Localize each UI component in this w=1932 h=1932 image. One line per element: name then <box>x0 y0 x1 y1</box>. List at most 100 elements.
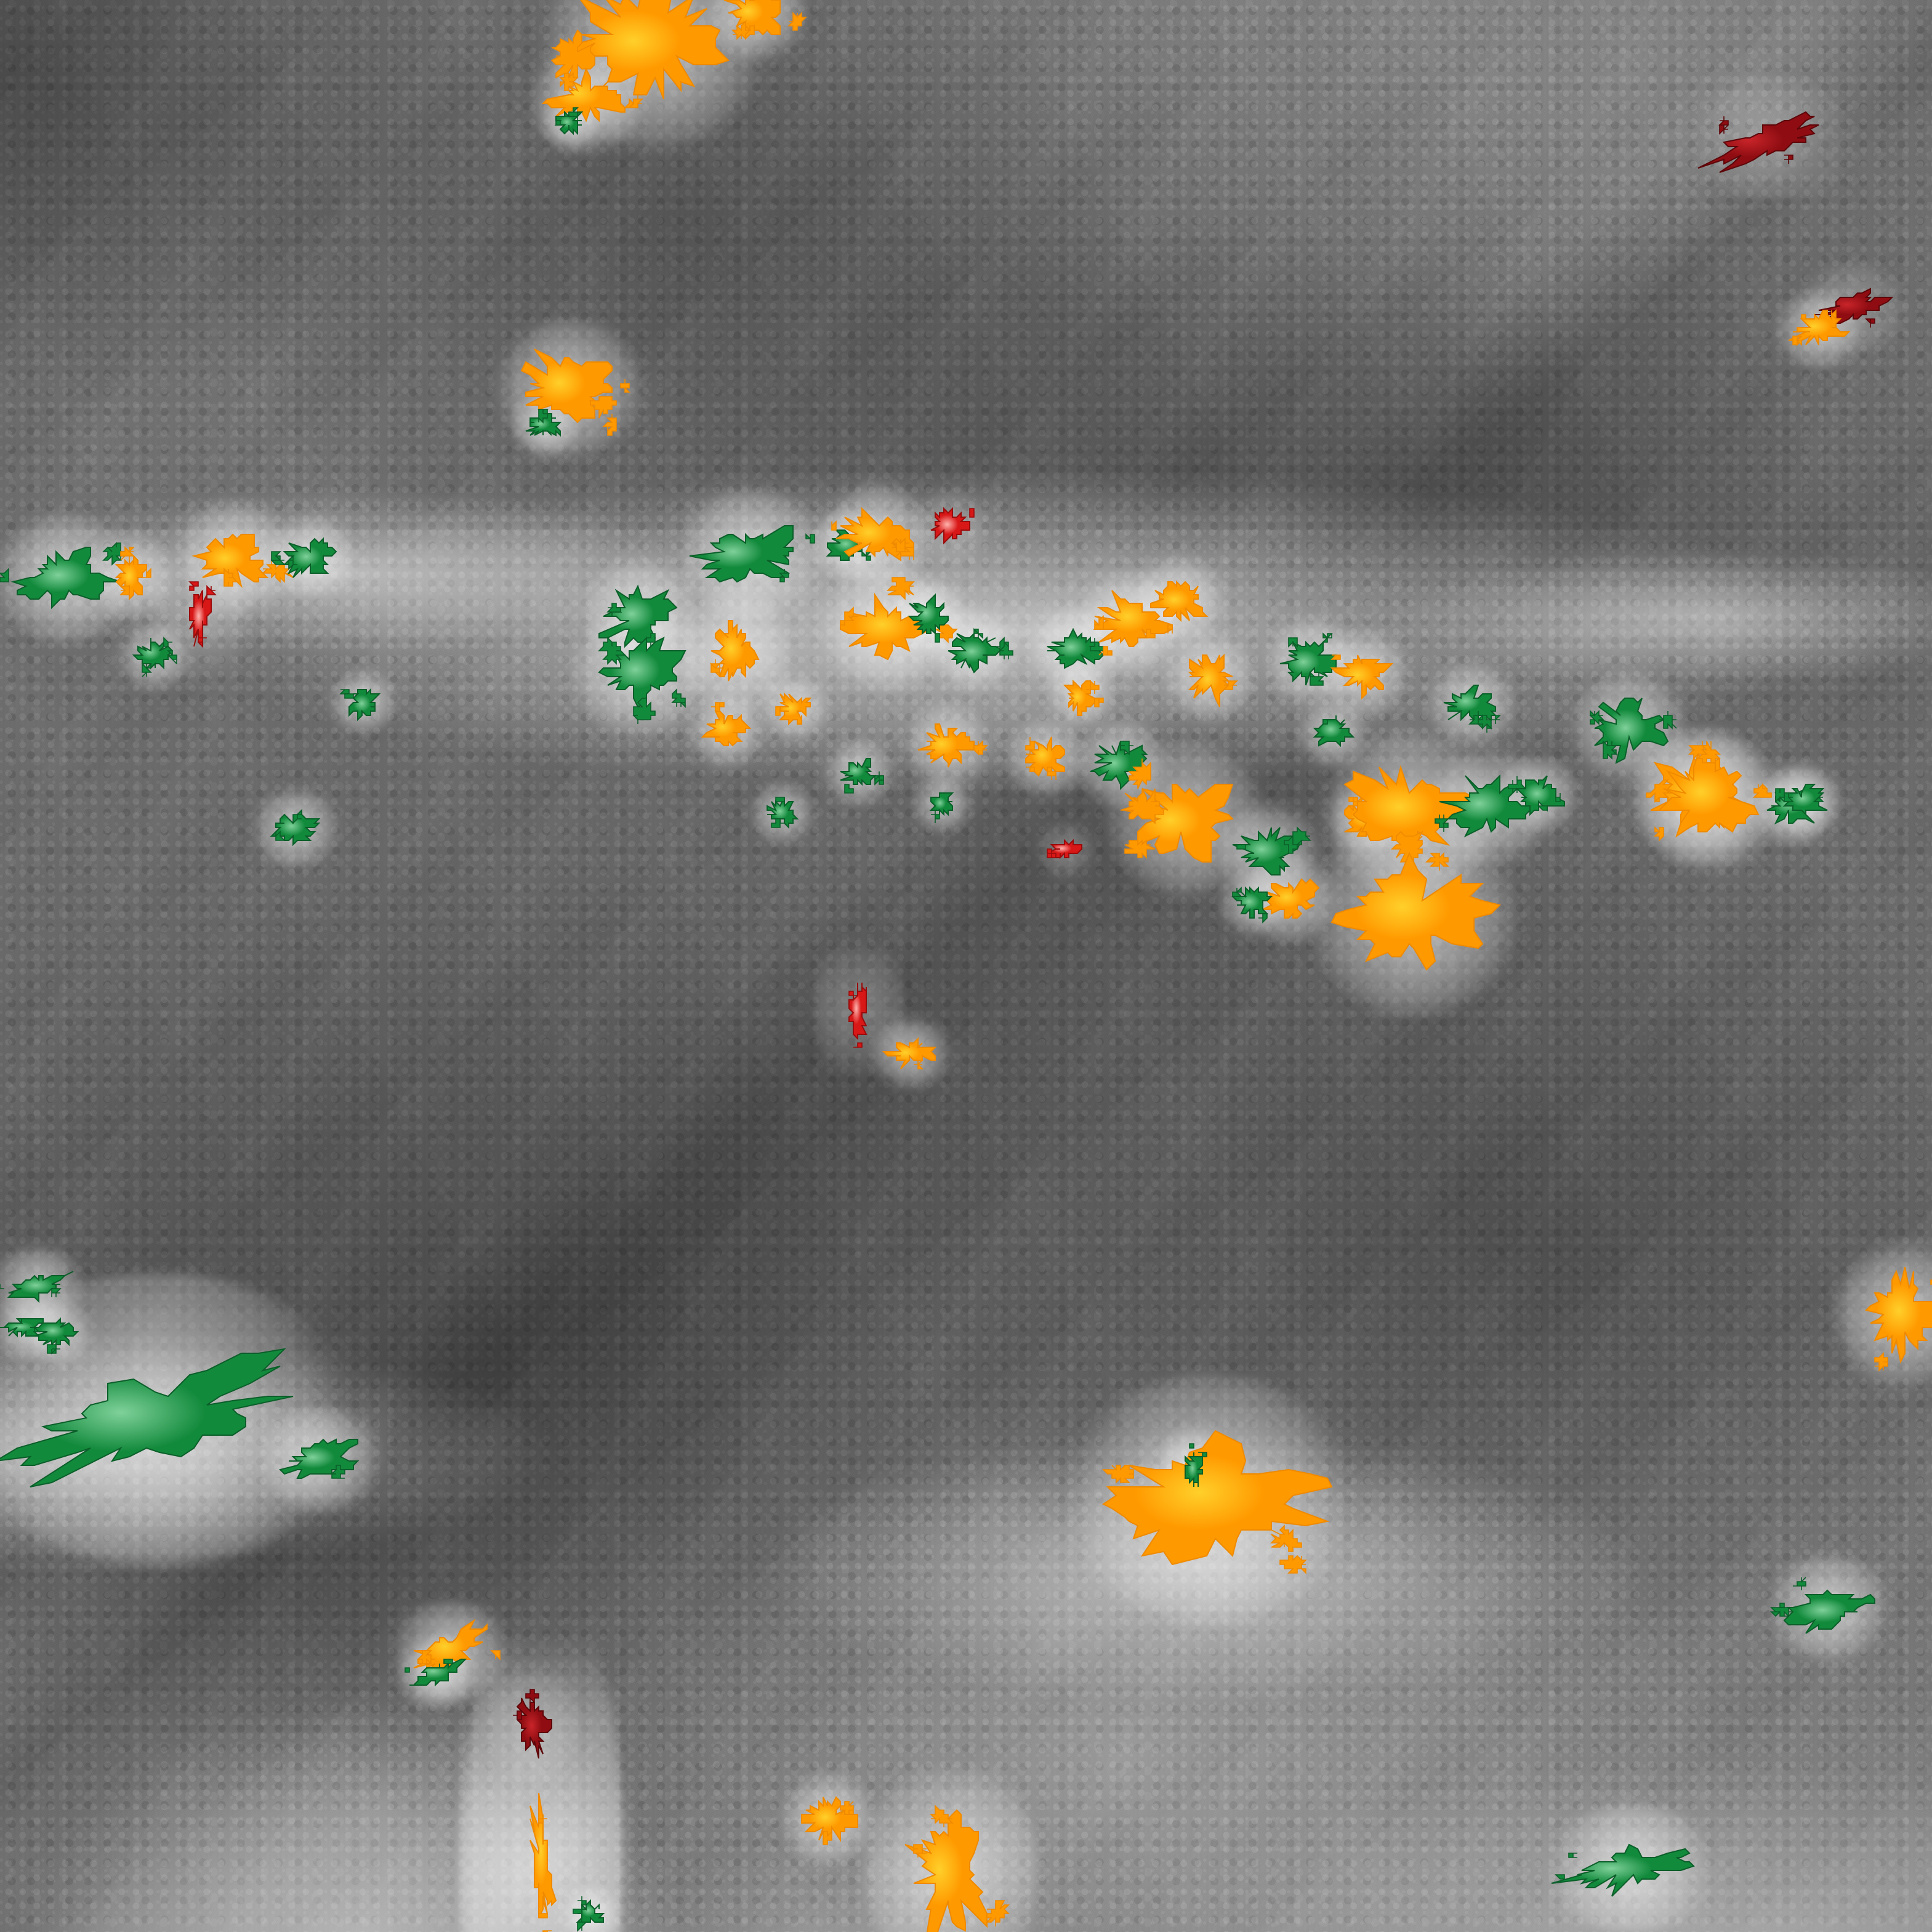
convective-cell-orange <box>1657 753 1760 838</box>
convective-cell-orange <box>904 1809 988 1932</box>
convective-cell-fragment-orange <box>840 606 858 626</box>
convective-cell-green <box>1232 827 1303 875</box>
convective-cell-green <box>132 638 174 670</box>
convective-cell-orange <box>1865 1266 1932 1364</box>
convective-cell-orange <box>413 1619 488 1678</box>
convective-cell-fragment-green <box>1120 741 1133 755</box>
convective-cell-fragment-orange <box>590 396 617 419</box>
convective-cell-green <box>929 792 954 816</box>
convective-cell-fragment-green <box>1770 1607 1793 1617</box>
convective-cell-fragment-orange <box>1753 783 1772 798</box>
convective-cell-green <box>348 688 381 722</box>
convective-cell-fragment-red <box>853 1042 863 1048</box>
convective-cell-fragment-green <box>51 1288 62 1297</box>
convective-cell-fragment-orange <box>1120 788 1164 824</box>
convective-cell-green <box>283 537 337 578</box>
convective-cell-fragment-orange <box>1330 654 1341 660</box>
convective-cell-fragment-orange <box>1128 759 1151 789</box>
convective-cell-fragment-green <box>1322 719 1332 725</box>
convective-cell-fragment-green <box>1478 715 1492 733</box>
convective-cell-fragment-darkred <box>1784 155 1793 164</box>
convective-cell-green <box>409 1659 467 1687</box>
convective-cell-green <box>525 413 562 437</box>
convective-cell-fragment-green <box>0 568 9 582</box>
convective-cell-green <box>279 1438 360 1479</box>
convective-cell-fragment-green <box>1603 740 1617 760</box>
convective-cell-fragment-green <box>1322 632 1333 643</box>
convective-cell-fragment-green <box>1589 710 1604 725</box>
convective-cell-green <box>908 593 949 635</box>
convective-cell-fragment-green <box>1659 711 1677 730</box>
convective-cell-fragment-green <box>874 771 884 781</box>
convective-cell-fragment-green <box>1435 815 1449 832</box>
convective-cell-fragment-orange <box>1279 1555 1307 1574</box>
convective-cell-fragment-green <box>1568 1853 1577 1858</box>
convective-cell-red <box>930 507 970 545</box>
convective-cell-orange <box>115 554 147 601</box>
convective-cell-fragment-orange <box>1025 737 1035 754</box>
convective-cell-fragment-orange <box>986 1900 1010 1926</box>
convective-cell-fragment-green <box>1189 1443 1194 1449</box>
convective-cell-green <box>948 632 1005 674</box>
convective-cell-fragment-orange <box>1124 839 1156 859</box>
convective-cell-fragment-orange <box>1425 852 1449 871</box>
convective-cell-fragment-orange <box>1098 646 1113 656</box>
convective-cell-orange <box>1188 653 1233 707</box>
convective-cell-fragment-green <box>443 1659 453 1664</box>
convective-cell-fragment-green <box>142 662 152 677</box>
convective-cell-fragment-darkred <box>1865 318 1875 328</box>
convective-cell-fragment-orange <box>624 95 643 108</box>
convective-cell-fragment-orange <box>711 702 725 712</box>
convective-cell-orange <box>701 710 752 747</box>
convective-cell-green <box>7 1271 74 1303</box>
convective-cell-fragment-green <box>646 633 656 646</box>
convective-cell-orange <box>882 1037 937 1069</box>
convective-cell-fragment-orange <box>1094 698 1104 707</box>
convective-cell-green <box>1783 1589 1875 1634</box>
convective-cell-fragment-green <box>577 1918 587 1932</box>
convective-cell-orange <box>1025 736 1065 778</box>
convective-cell-green <box>1439 774 1536 838</box>
convective-cell-fragment-orange <box>119 586 130 595</box>
convective-cell-orange <box>801 1796 858 1843</box>
convective-cell-fragment-green <box>598 637 626 665</box>
convective-cell-orange <box>191 533 269 589</box>
convective-cell-fragment-orange <box>1086 680 1100 694</box>
convective-cell-fragment-green <box>1198 1452 1207 1457</box>
convective-cell-fragment-green <box>861 550 872 561</box>
convective-cell-orange <box>1262 878 1320 919</box>
convective-cell-fragment-red <box>206 585 217 595</box>
convective-cell-fragment-orange <box>602 414 617 436</box>
convective-cell-fragment-darkred <box>513 1710 526 1720</box>
convective-cell-fragment-orange <box>973 740 988 755</box>
convective-cell-fragment-orange <box>891 537 911 557</box>
convective-cell-green <box>689 525 794 583</box>
convective-cell-fragment-orange <box>1146 629 1156 638</box>
convective-cell-fragment-green <box>565 107 579 117</box>
convective-cell-fragment-orange <box>930 1805 954 1827</box>
convective-cell-fragment-orange <box>1094 615 1104 630</box>
convective-cell-fragment-green <box>0 1284 4 1289</box>
convective-cell-green <box>1313 715 1355 747</box>
convective-cell-fragment-orange <box>914 1060 924 1069</box>
convective-cell-fragment-orange <box>1697 741 1721 763</box>
convective-cell-fragment-green <box>935 633 940 643</box>
convective-cell-fragment-darkred <box>525 1689 539 1704</box>
convective-cell-fragment-orange <box>887 577 915 600</box>
convective-cell-fragment-green <box>1288 637 1298 648</box>
convective-cell-green <box>1231 886 1273 919</box>
convective-cell-fragment-orange <box>559 72 579 91</box>
convective-cell-fragment-orange <box>1047 767 1057 780</box>
convective-cell-green <box>840 758 877 786</box>
convective-cell-green <box>1047 627 1105 669</box>
convective-cell-fragment-green <box>275 831 286 841</box>
convective-cell-fragment-green <box>1491 715 1501 724</box>
convective-cell-orange <box>710 620 760 682</box>
convective-cell-fragment-green <box>1310 671 1324 686</box>
convective-cell-fragment-green <box>606 603 621 616</box>
